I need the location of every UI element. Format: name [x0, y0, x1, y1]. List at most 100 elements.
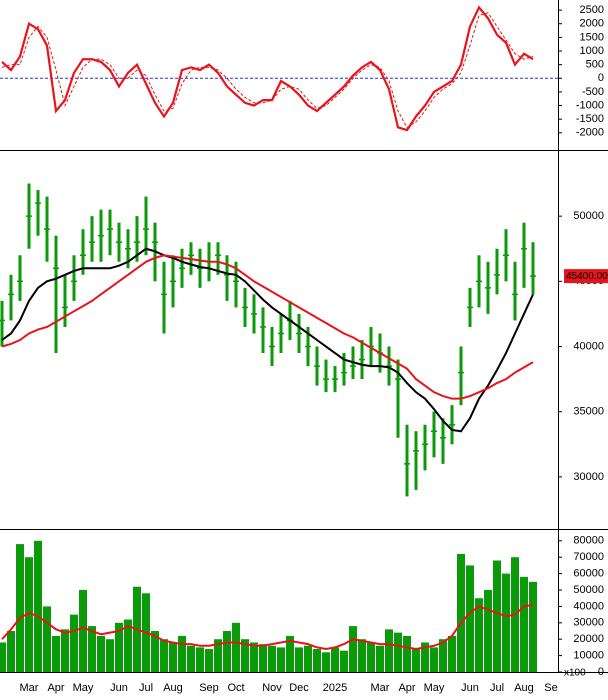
bar [232, 622, 240, 672]
y-tick-label: 2000 [580, 18, 604, 30]
line-series [1, 603, 534, 651]
bar [52, 635, 60, 672]
bar [448, 635, 456, 672]
x-tick-label: Apr [47, 682, 64, 694]
y-tick-label: 0 [598, 72, 604, 84]
bar [151, 631, 159, 672]
bar [394, 632, 402, 672]
y-tick-label: 40000 [573, 600, 604, 612]
bar [313, 649, 321, 672]
bar [196, 647, 204, 672]
bar [268, 645, 276, 672]
bar [430, 647, 438, 672]
y-tick-label: 70000 [573, 551, 604, 563]
bar [367, 642, 375, 672]
bar [376, 645, 384, 672]
x-tick-label: May [424, 682, 445, 694]
candle [9, 274, 13, 321]
y-tick-label: 20000 [573, 633, 604, 645]
bar [520, 576, 528, 672]
candle [0, 300, 4, 347]
bar [61, 629, 69, 672]
candle [405, 424, 409, 497]
bar [70, 614, 78, 672]
bar [7, 631, 15, 672]
candle [18, 255, 22, 301]
unit-label: x100 [564, 668, 586, 679]
bar [106, 639, 114, 672]
candle [72, 255, 76, 301]
candle [513, 261, 517, 321]
bar [403, 635, 411, 672]
y-tick-label: 80000 [573, 535, 604, 547]
bar [187, 645, 195, 672]
candle [36, 190, 40, 236]
x-tick-label: Aug [163, 682, 183, 694]
bar [214, 639, 222, 672]
bar [277, 647, 285, 672]
y-tick-label: 35000 [573, 406, 604, 418]
bar [97, 635, 105, 672]
y-tick-label: -500 [582, 86, 604, 98]
bar [286, 635, 294, 672]
bar [205, 649, 213, 672]
candle [234, 261, 238, 308]
bar [43, 606, 51, 672]
x-tick-label: Sep [199, 682, 219, 694]
candle [459, 346, 463, 406]
y-tick-label: -1000 [576, 99, 604, 111]
bar [484, 590, 492, 672]
candle [522, 222, 526, 288]
price-tag [564, 269, 608, 284]
bar [322, 652, 330, 672]
x-tick-label: Dec [289, 682, 309, 694]
y-tick-label: 60000 [573, 568, 604, 580]
candle [441, 418, 445, 464]
candle [432, 411, 436, 458]
candle [225, 255, 229, 301]
candle [414, 431, 418, 490]
bar [295, 647, 303, 672]
x-tick-label: Aug [514, 682, 534, 694]
bar [25, 557, 33, 672]
bar [88, 626, 96, 672]
bar [349, 626, 357, 672]
bar [466, 565, 474, 672]
candle [495, 248, 499, 295]
y-tick-label: 40000 [573, 340, 604, 352]
bar [385, 629, 393, 672]
bar [250, 642, 258, 672]
bar [160, 639, 168, 672]
y-tick-label: -1500 [576, 113, 604, 125]
bar [241, 639, 249, 672]
candle [531, 242, 535, 295]
bar [493, 560, 501, 672]
candle [423, 424, 427, 471]
bar [529, 581, 537, 672]
bar [223, 631, 231, 672]
price-tag-label: 45400.00 [566, 271, 608, 282]
candle [396, 359, 400, 438]
x-tick-label: Jul [490, 682, 504, 694]
x-tick-label: Jul [139, 682, 153, 694]
bar [178, 635, 186, 672]
y-tick-label: 50000 [573, 584, 604, 596]
y-tick-label: 0 [598, 666, 604, 678]
bar [457, 553, 465, 672]
candle [135, 216, 139, 262]
y-tick-label: 10000 [573, 650, 604, 662]
line-series [1, 12, 534, 129]
bar [16, 544, 24, 672]
line-series [1, 5, 534, 132]
y-tick-label: 2500 [580, 4, 604, 16]
bar [124, 619, 132, 672]
line-series [1, 254, 534, 400]
x-tick-label: 2025 [323, 682, 347, 694]
x-tick-label: Mar [20, 682, 39, 694]
x-tick-label: Nov [262, 682, 282, 694]
bar [331, 647, 339, 672]
y-tick-label: 30000 [573, 617, 604, 629]
candle [324, 359, 328, 393]
